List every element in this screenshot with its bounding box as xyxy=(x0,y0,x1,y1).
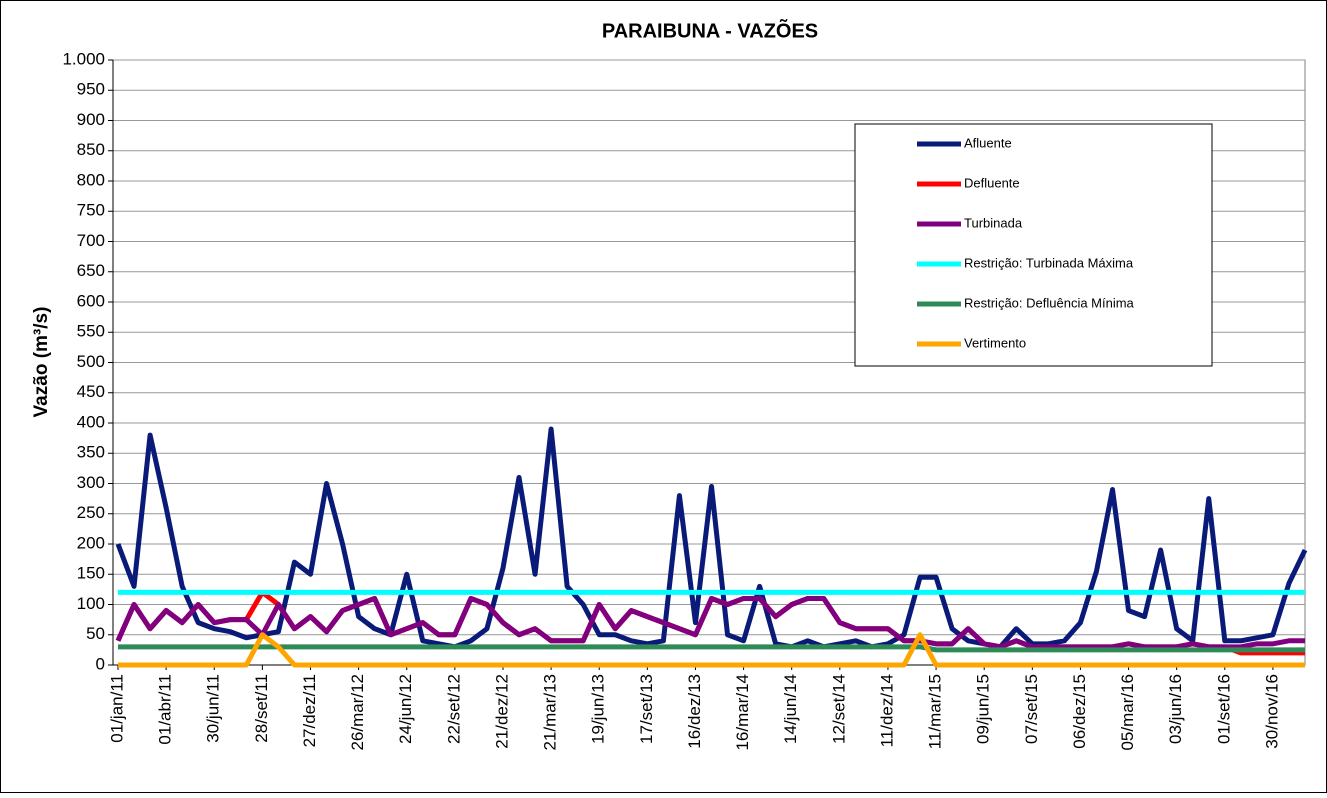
y-tick-label: 300 xyxy=(77,473,105,492)
legend-label: Turbinada xyxy=(964,215,1023,230)
y-tick-label: 1.000 xyxy=(62,49,105,68)
x-tick-label: 17/set/13 xyxy=(637,674,656,744)
x-tick-label: 30/jun/11 xyxy=(204,674,223,743)
y-tick-label: 800 xyxy=(77,170,105,189)
y-tick-label: 400 xyxy=(77,412,105,431)
x-tick-label: 19/jun/13 xyxy=(589,674,608,744)
x-tick-label: 01/abr/11 xyxy=(156,674,175,745)
series-line xyxy=(118,632,1305,668)
y-tick-label: 50 xyxy=(86,624,105,643)
y-tick-label: 850 xyxy=(77,140,105,159)
y-tick-label: 700 xyxy=(77,231,105,250)
y-tick-label: 450 xyxy=(77,382,105,401)
y-tick-label: 900 xyxy=(77,110,105,129)
y-tick-label: 650 xyxy=(77,261,105,280)
legend-box xyxy=(854,123,1213,367)
chart-title: PARAIBUNA - VAZÕES xyxy=(602,18,818,42)
x-tick-label: 24/jun/12 xyxy=(396,674,415,744)
x-tick-label: 05/mar/16 xyxy=(1118,674,1137,751)
x-tick-label: 14/jun/14 xyxy=(781,674,800,744)
y-tick-label: 750 xyxy=(77,201,105,220)
x-tick-label: 16/dez/13 xyxy=(685,674,704,749)
x-tick-label: 12/set/14 xyxy=(829,674,848,744)
x-tick-label: 22/set/12 xyxy=(444,674,463,744)
y-tick-label: 200 xyxy=(77,533,105,552)
x-tick-label: 26/mar/12 xyxy=(348,674,367,751)
y-tick-label: 550 xyxy=(77,322,105,341)
series-line xyxy=(115,426,1308,650)
x-tick-label: 21/mar/13 xyxy=(541,674,560,751)
x-tick-label: 01/set/16 xyxy=(1214,674,1233,744)
y-tick-label: 950 xyxy=(77,80,105,99)
x-tick-label: 09/jun/15 xyxy=(974,674,993,744)
legend: Afluente Defluente Turbinada Restrição: Tur… xyxy=(854,123,1213,367)
x-tick-label: 07/set/15 xyxy=(1022,674,1041,744)
y-tick-label: 100 xyxy=(77,594,105,613)
y-tick-label: 150 xyxy=(77,564,105,583)
y-tick-label: 350 xyxy=(77,443,105,462)
x-tick-label: 30/nov/16 xyxy=(1262,674,1281,749)
legend-label: Afluente xyxy=(964,135,1012,150)
y-tick-label: 0 xyxy=(96,654,105,673)
x-tick-label: 16/mar/14 xyxy=(733,674,752,751)
x-tick-label: 11/mar/15 xyxy=(926,674,945,749)
legend-label: Restrição: Turbinada Máxima xyxy=(964,255,1134,270)
legend-label: Vertimento xyxy=(964,335,1026,350)
y-tick-label: 250 xyxy=(77,503,105,522)
x-tick-label: 01/jan/11 xyxy=(107,674,126,743)
x-tick-label: 03/jun/16 xyxy=(1166,674,1185,744)
x-tick-label: 06/dez/15 xyxy=(1070,674,1089,749)
x-tick-label: 11/dez/14 xyxy=(877,674,896,747)
series-line xyxy=(115,595,1305,650)
x-tick-label: 21/dez/12 xyxy=(492,674,511,749)
x-tick-label: 28/set/11 xyxy=(252,674,271,743)
y-axis-label: Vazão (m³/s) xyxy=(31,307,52,418)
legend-label: Defluente xyxy=(964,175,1020,190)
plot xyxy=(115,426,1308,668)
y-tick-label: 600 xyxy=(77,291,105,310)
legend-label: Restrição: Defluência Mínima xyxy=(964,295,1135,310)
series-line xyxy=(118,644,1305,653)
x-tick-label: 27/dez/11 xyxy=(300,674,319,747)
y-tick-label: 500 xyxy=(77,352,105,371)
